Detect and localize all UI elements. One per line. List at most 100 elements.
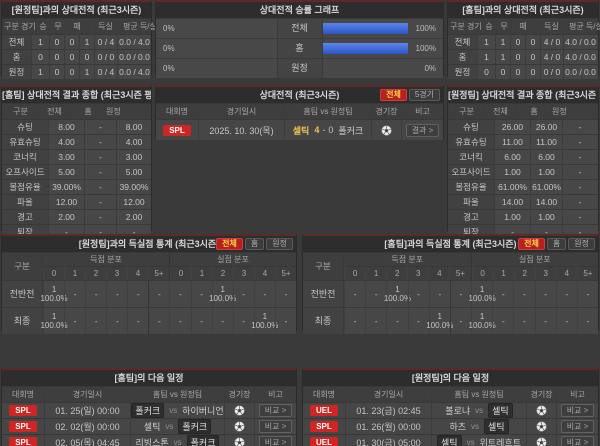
- goal-table-row: ----1 100.0% -1 100.0% - - - - -: [344, 307, 598, 334]
- soccer-ball-icon[interactable]: [381, 124, 392, 136]
- stat-home: -: [84, 180, 116, 194]
- goal-count-cell: -: [232, 281, 254, 307]
- table-row: 경고 2.00 - 2.00: [2, 209, 151, 224]
- column-header-note: 비고: [401, 104, 443, 119]
- stat-total: 39.00%: [48, 180, 84, 194]
- soccer-ball-icon[interactable]: [234, 421, 245, 432]
- stat-label: 슈팅: [2, 120, 48, 134]
- match-datetime: 01. 23(금) 02:45: [345, 403, 431, 418]
- goal-row-label: 최종: [303, 307, 343, 334]
- compare-button[interactable]: 비교 >: [258, 404, 293, 417]
- bin-header: 5+: [576, 267, 598, 280]
- soccer-ball-icon[interactable]: [234, 437, 245, 446]
- away-winrate-zone: 100%: [322, 39, 444, 58]
- bin-header: 0: [170, 267, 191, 280]
- stat-away: 8.00: [116, 120, 151, 134]
- match-datetime: 01. 25(일) 00:00: [44, 403, 130, 418]
- cell-draws: 0: [510, 65, 525, 79]
- column-header-datetime: 경기일시: [44, 387, 130, 402]
- league-cell: SPL: [2, 403, 44, 418]
- stat-total: 11.00: [494, 135, 530, 149]
- table-row: 슈팅 8.00 - 8.00: [2, 119, 151, 134]
- goal-count-cell: 1 100.0%: [209, 281, 236, 307]
- goal-count-cell: -: [85, 308, 106, 334]
- goal-table-row: 1 100.0% - - - - - - - - -1 100.0% -: [40, 307, 296, 334]
- away-bar-area: [323, 59, 409, 78]
- row-label: 원정: [448, 65, 477, 79]
- stat-away: -: [562, 150, 597, 164]
- cell-games: 0: [477, 65, 495, 79]
- column-header: 구분: [448, 19, 466, 34]
- goal-count-cell: -: [253, 281, 275, 307]
- stat-home: 6.00: [530, 150, 562, 164]
- soccer-ball-icon[interactable]: [234, 405, 245, 416]
- stadium-cell: [526, 419, 556, 434]
- match-row: SPL 2025. 10. 30(목) 셀틱 4-0 폴커크 결과 >: [156, 119, 443, 140]
- tab-away[interactable]: 원정: [266, 238, 293, 250]
- winrate-row: 0% 홈 100%: [156, 38, 443, 58]
- cell-games: 0: [31, 50, 49, 64]
- stat-away: -: [562, 165, 597, 179]
- schedule-row: SPL 02. 02(월) 00:00 셀틱 vs 폴커크 비교 >: [2, 418, 296, 434]
- panel-goal-stats-awayteam: [홈팀]과의 득실점 통계 (최근3시즌) 전체 홈 원정 구분 전반전 최종 득…: [302, 234, 599, 334]
- soccer-ball-icon[interactable]: [536, 405, 547, 416]
- goal-count-cell: -: [555, 281, 577, 307]
- compare-button[interactable]: 비교 >: [560, 404, 595, 417]
- goal-data-column: 득점 분포 실점 분포 0 1 2 3 4 5+ 0 1 2 3 4 5+ --1 100.0% - -…: [343, 252, 598, 334]
- tab-all[interactable]: 전체: [216, 238, 243, 250]
- tab-all[interactable]: 전체: [518, 238, 545, 250]
- goal-count-cell: -: [106, 308, 127, 334]
- panel-title: [홈팀]의 다음 일정: [2, 370, 296, 386]
- goal-count-cell: -: [365, 308, 386, 334]
- soccer-ball-icon[interactable]: [536, 421, 547, 432]
- column-header: 무: [50, 19, 65, 34]
- tab-home[interactable]: 홈: [546, 238, 567, 250]
- panel-goal-stats-hometeam: [원정팀]과의 득실점 통계 (최근3시즌) 전체 홈 원정 구분 전반전 최종 …: [1, 234, 297, 334]
- soccer-ball-icon[interactable]: [536, 437, 547, 446]
- tab-home[interactable]: 홈: [244, 238, 265, 250]
- compare-button[interactable]: 비교 >: [258, 436, 293, 446]
- tab-all[interactable]: 전체: [380, 89, 407, 101]
- stat-label: 볼점유율: [448, 180, 494, 194]
- compare-button[interactable]: 비교 >: [560, 420, 595, 433]
- stat-label: 코너킥: [2, 150, 48, 164]
- home-bar-area: [191, 59, 277, 78]
- teams-cell: 볼로냐 vs 셀틱: [431, 403, 526, 418]
- tab-away[interactable]: 원정: [568, 238, 595, 250]
- cell-goals: 0 / 0: [94, 50, 117, 64]
- panel-title: [원정팀]의 다음 일정: [303, 370, 598, 386]
- goal-count-cell: -: [407, 281, 429, 307]
- column-header: 평균 득/실: [568, 19, 600, 34]
- table-header: 대회명 경기일시 홈팀 vs 원정팀 경기장 비고: [2, 386, 296, 402]
- teams-cell: 셀틱 vs 위트레흐트: [431, 435, 526, 446]
- cell-goals: 4 / 0: [540, 50, 563, 64]
- stat-total: 1.00: [494, 210, 530, 224]
- stat-home: -: [84, 195, 116, 209]
- panel-title-text: 상대전적 (최근3시즌): [259, 90, 340, 100]
- conceded-group-header: 실점 분포: [470, 253, 599, 266]
- schedule-row: SPL 02. 05(목) 04:45 리빙스톤 vs 폴커크 비교 >: [2, 434, 296, 446]
- result-button[interactable]: 결과 >: [405, 123, 440, 137]
- compare-button[interactable]: 비교 >: [258, 420, 293, 433]
- stat-home: -: [84, 225, 116, 239]
- table-row: 코너킥 3.00 - 3.00: [2, 149, 151, 164]
- league-cell: UEL: [303, 403, 345, 418]
- home-bar-area: [191, 19, 277, 38]
- goal-count-cell: -: [449, 308, 471, 334]
- row-label: 홈: [2, 50, 31, 64]
- compare-button[interactable]: 비교 >: [560, 436, 595, 446]
- stadium-cell: [526, 403, 556, 418]
- panel-title: [홈팀]과의 득실점 통계 (최근3시즌) 전체 홈 원정: [303, 236, 598, 252]
- table-row: 유효슈팅 11.00 11.00 -: [448, 134, 598, 149]
- bin-header: 3: [534, 267, 556, 280]
- goal-count-cell: -: [148, 281, 169, 307]
- row-label: 원정: [2, 65, 31, 79]
- tab-5games[interactable]: 5경기: [408, 89, 440, 101]
- goal-count-cell: -: [344, 281, 365, 307]
- table-row: 오프사이드 5.00 - 5.00: [2, 164, 151, 179]
- cell-draws: 0: [64, 65, 79, 79]
- stat-home: 11.00: [530, 135, 562, 149]
- away-team-name: 폴커크: [178, 419, 212, 434]
- bin-header: 4: [127, 267, 148, 280]
